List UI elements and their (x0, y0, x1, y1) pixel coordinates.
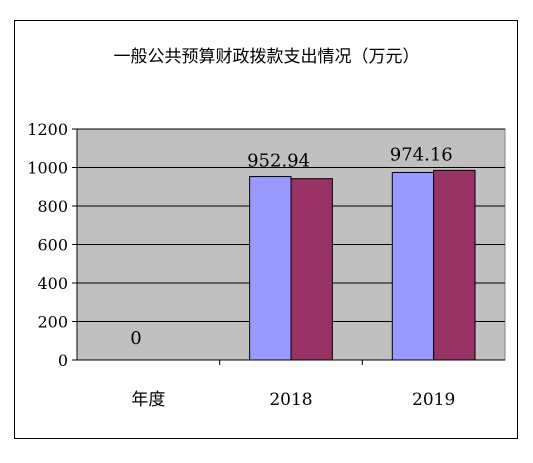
data-label: 952.94 (247, 151, 310, 172)
bar (249, 176, 292, 361)
x-category-label: 2018 (269, 390, 312, 410)
x-category-label: 年度 (131, 390, 165, 410)
bar (391, 171, 435, 361)
bar (433, 169, 476, 361)
chart-title: 一般公共预算财政拨款支出情况（万元） (113, 47, 420, 67)
y-tick-label: 1000 (27, 159, 68, 178)
y-tick-label: 400 (37, 274, 68, 293)
y-tick-label: 0 (58, 351, 68, 370)
y-tick-label: 1200 (27, 120, 68, 139)
data-label: 974.16 (390, 144, 453, 165)
bar (290, 178, 333, 361)
y-tick-label: 800 (37, 197, 68, 216)
data-label: 0 (130, 328, 141, 349)
x-category-label: 2019 (412, 390, 455, 410)
y-tick-label: 200 (37, 313, 68, 332)
y-tick-label: 600 (37, 236, 68, 255)
